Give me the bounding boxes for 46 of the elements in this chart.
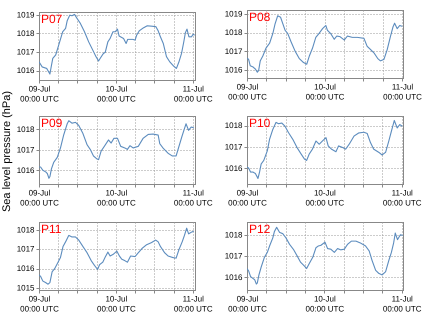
x-tick-label: 11-Jul 00:00 UTC xyxy=(174,294,213,314)
x-tick-label: 09-Jul 00:00 UTC xyxy=(20,294,60,314)
x-tick-label: 09-Jul 00:00 UTC xyxy=(20,84,60,104)
y-tick-label: 1017 xyxy=(16,48,36,57)
x-tick-label: 09-Jul 00:00 UTC xyxy=(228,82,268,102)
y-tick-label: 1018 xyxy=(224,230,244,240)
y-tick-label: 1019 xyxy=(16,10,36,20)
x-tick-label: 10-Jul 00:00 UTC xyxy=(97,188,136,208)
chart-title: P11 xyxy=(41,222,62,236)
y-tick-label: 1017 xyxy=(224,252,244,260)
x-tick-label: 10-Jul 00:00 UTC xyxy=(97,294,136,314)
y-tick-label: 1016 xyxy=(224,272,244,282)
y-tick-label: 1016 xyxy=(224,164,244,173)
y-tick-label: 1017 xyxy=(16,145,36,154)
x-tick-label: 10-Jul 00:00 UTC xyxy=(97,84,136,104)
x-tick-label: 09-Jul 00:00 UTC xyxy=(228,188,268,208)
y-tick-label: 1015 xyxy=(16,284,36,293)
x-tick-label: 10-Jul 00:00 UTC xyxy=(306,82,345,102)
x-tick-label: 11-Jul 00:00 UTC xyxy=(382,294,422,314)
chart-title: P08 xyxy=(249,10,271,24)
chart-title: P10 xyxy=(249,116,271,130)
y-tick-label: 1017 xyxy=(16,244,36,254)
x-tick-label: 11-Jul 00:00 UTC xyxy=(383,82,422,102)
chart-title: P12 xyxy=(249,222,271,236)
x-tick-label: 11-Jul 00:00 UTC xyxy=(174,84,213,104)
y-tick-label: 1017 xyxy=(224,142,244,152)
y-tick-label: 1016 xyxy=(16,66,36,76)
y-tick-label: 1019 xyxy=(224,10,244,19)
y-axis-title: Sea level pressure (hPa) xyxy=(1,90,14,212)
x-tick-label: 10-Jul 00:00 UTC xyxy=(306,188,344,208)
y-tick-label: 1018 xyxy=(224,28,244,38)
x-tick-label: 09-Jul 00:00 UTC xyxy=(20,188,60,208)
y-tick-label: 1018 xyxy=(16,225,36,234)
chart-title: P09 xyxy=(41,116,63,130)
y-tick-label: 1016 xyxy=(16,166,36,175)
x-tick-label: 11-Jul 00:00 UTC xyxy=(174,188,213,208)
y-tick-label: 1018 xyxy=(224,121,244,130)
y-tick-label: 1017 xyxy=(224,46,244,56)
y-tick-label: 1018 xyxy=(16,28,36,38)
chart-title: P07 xyxy=(41,12,63,26)
y-tick-label: 1016 xyxy=(16,264,36,274)
y-tick-label: 1016 xyxy=(224,65,244,74)
x-tick-label: 11-Jul 00:00 UTC xyxy=(382,188,422,208)
y-tick-label: 1018 xyxy=(16,124,36,134)
x-tick-label: 10-Jul 00:00 UTC xyxy=(306,294,344,314)
x-tick-label: 09-Jul 00:00 UTC xyxy=(228,294,268,314)
